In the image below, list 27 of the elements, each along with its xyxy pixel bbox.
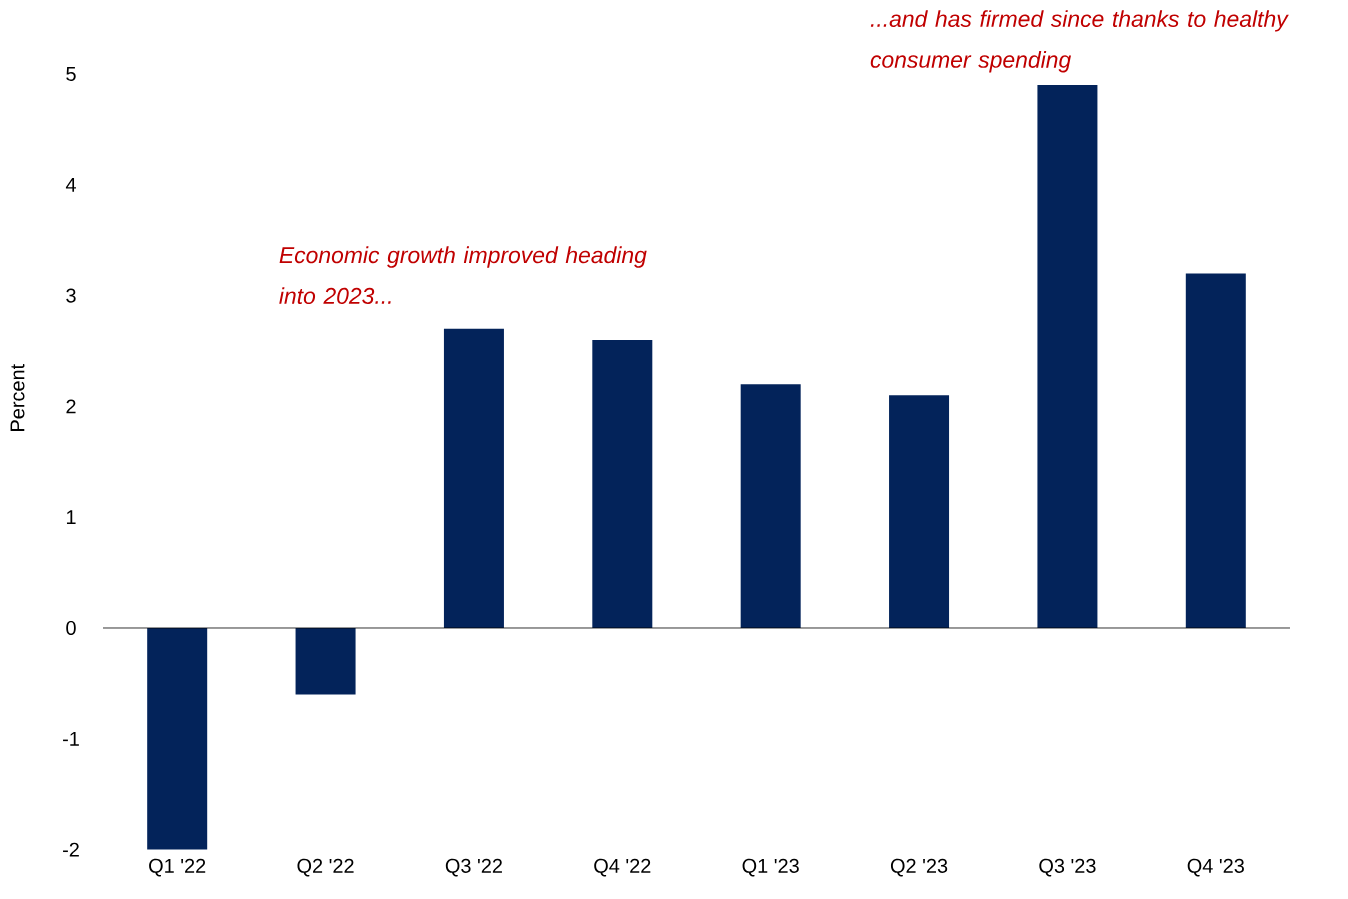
y-tick-label: 2 — [66, 399, 76, 414]
bar — [592, 339, 653, 628]
y-tick-label: -2 — [63, 842, 79, 857]
text: ...and has firmed since thanks to healthy consumer spending — [870, 10, 1289, 73]
y-tick-label: 0 — [66, 620, 76, 636]
annotation: Economic growth improved heading into 2023... — [279, 246, 647, 305]
y-tick-label: 1 — [66, 510, 76, 525]
x-tick-label: Q3 '23 — [1039, 858, 1096, 877]
x-tick-label: Q4 '23 — [1187, 858, 1244, 877]
bar — [1037, 85, 1098, 628]
x-tick-label: Q2 '22 — [297, 858, 354, 877]
bar — [295, 628, 356, 695]
bar — [889, 395, 950, 628]
y-tick-label: -1 — [63, 731, 79, 746]
x-tick-label: Q1 '23 — [742, 858, 799, 877]
y-axis-title: Percent — [10, 364, 25, 431]
bar — [443, 328, 504, 628]
y-tick-label: 3 — [66, 288, 76, 303]
x-tick-label: Q2 '23 — [890, 858, 948, 877]
x-tick-label: Q1 '22 — [149, 858, 206, 877]
y-tick-label: 5 — [66, 67, 76, 81]
bar — [147, 628, 208, 850]
bar — [740, 384, 801, 628]
y-tick-label: 4 — [65, 177, 76, 192]
bar — [1185, 273, 1246, 628]
x-tick-label: Q4 '22 — [594, 858, 651, 877]
x-tick-label: Q3 '22 — [445, 858, 502, 877]
